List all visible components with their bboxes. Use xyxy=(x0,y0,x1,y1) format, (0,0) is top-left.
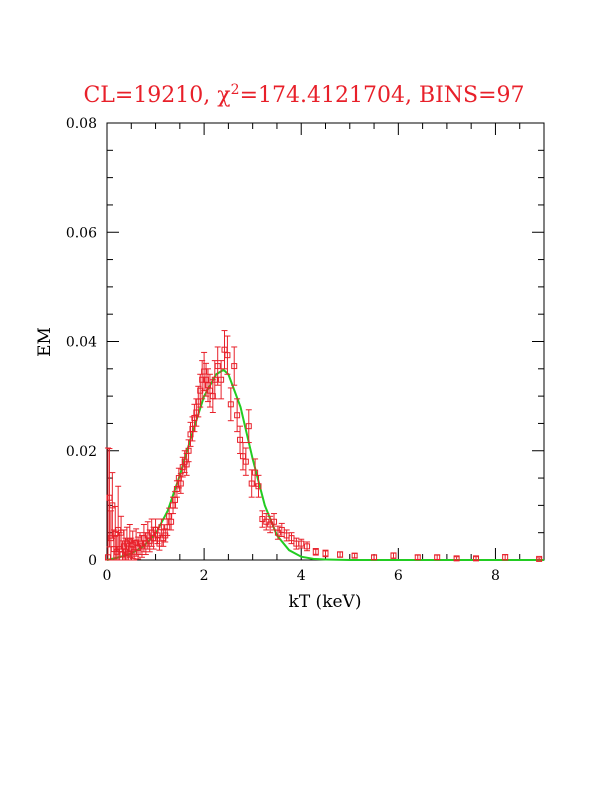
data-point xyxy=(390,552,397,559)
data-point xyxy=(434,554,441,561)
x-tick-label: 4 xyxy=(297,568,306,584)
x-tick-label: 2 xyxy=(200,568,209,584)
data-point xyxy=(242,447,249,476)
data-point xyxy=(231,346,238,386)
data-point xyxy=(110,529,117,561)
chart-title: CL=19210, χ2=174.4121704, BINS=97 xyxy=(83,82,524,108)
title-suffix: =174.4121704, BINS=97 xyxy=(240,83,525,108)
data-point xyxy=(185,439,192,463)
y-axis-label: EM xyxy=(35,327,55,357)
data-point xyxy=(224,335,231,375)
data-point xyxy=(239,442,246,471)
model-curve-layer xyxy=(106,368,544,561)
data-point xyxy=(248,469,255,498)
data-point xyxy=(536,555,543,562)
data-point xyxy=(312,548,319,556)
data-point xyxy=(371,554,378,561)
data-point xyxy=(252,458,259,487)
data-point xyxy=(162,528,169,543)
data-point xyxy=(197,373,204,408)
tick-labels: 0 2 4 6 8 0 0.02 0.04 0.06 0.08 xyxy=(66,116,500,584)
x-tick-label: 0 xyxy=(103,568,112,584)
data-point xyxy=(237,425,244,454)
x-tick-label: 8 xyxy=(491,568,500,584)
data-point xyxy=(255,474,262,498)
title-prefix: CL=19210, xyxy=(83,83,217,108)
data-points-layer xyxy=(104,330,543,562)
y-tick-label: 0.08 xyxy=(66,116,97,132)
data-point xyxy=(234,398,241,433)
data-point xyxy=(214,346,221,386)
data-point xyxy=(156,536,163,551)
data-point xyxy=(263,513,270,531)
data-point xyxy=(414,554,421,561)
data-point xyxy=(173,480,180,498)
title-superscript: 2 xyxy=(231,82,240,98)
y-tick-label: 0 xyxy=(88,553,97,569)
data-point xyxy=(218,360,225,400)
title-chi: χ xyxy=(217,83,230,108)
y-tick-label: 0.02 xyxy=(66,444,97,460)
data-point xyxy=(453,555,460,562)
data-point xyxy=(304,541,311,552)
data-point xyxy=(227,387,234,422)
data-point xyxy=(245,409,252,444)
data-point xyxy=(201,351,208,392)
y-tick-label: 0.06 xyxy=(66,225,97,241)
y-tick-label: 0.04 xyxy=(66,335,97,351)
data-point xyxy=(351,552,358,559)
axis-ticks xyxy=(106,122,545,561)
data-point xyxy=(337,551,344,558)
x-axis-label: kT (keV) xyxy=(289,592,362,612)
data-point xyxy=(473,555,480,562)
model-curve xyxy=(106,368,544,561)
data-point xyxy=(322,549,329,558)
x-tick-label: 6 xyxy=(394,568,403,584)
data-point xyxy=(298,538,305,549)
data-point xyxy=(502,554,509,561)
data-point xyxy=(109,472,116,539)
